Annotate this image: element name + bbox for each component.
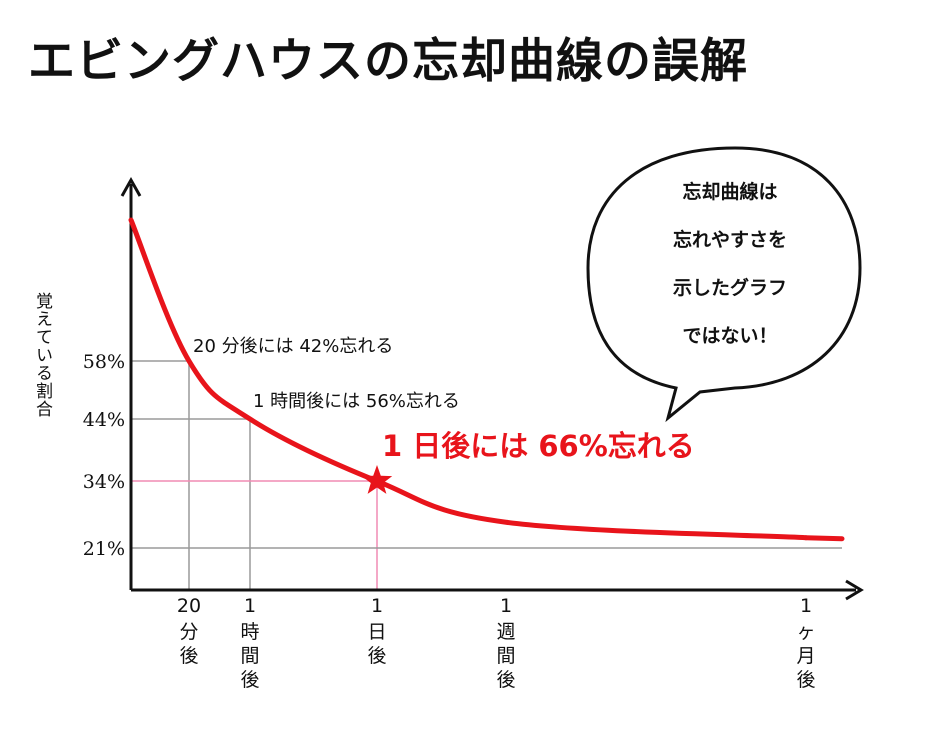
y-tick-labels: 58% 44% 34% 21% xyxy=(83,351,125,560)
x-tick-unit: 時 xyxy=(240,621,259,643)
x-tick-unit: 分 xyxy=(179,621,198,643)
x-tick-label: 1 週間後 xyxy=(496,595,515,691)
x-tick-number: 20 xyxy=(177,595,201,617)
y-tick-label: 21% xyxy=(83,538,125,560)
x-tick-unit: 週 xyxy=(496,621,515,643)
x-tick-unit: 月 xyxy=(796,645,815,667)
annotation-text: 1 日後には 66%忘れる xyxy=(382,429,695,463)
annotations: 20 分後には 42%忘れる 1 時間後には 56%忘れる 1 日後には 66%忘れ… xyxy=(193,336,695,463)
x-tick-label: 1 日後 xyxy=(367,595,386,667)
x-tick-number: 1 xyxy=(371,595,383,617)
x-tick-number: 1 xyxy=(500,595,512,617)
x-tick-unit: 間 xyxy=(240,645,259,667)
x-tick-unit: ヶ xyxy=(796,621,815,643)
x-tick-unit: 後 xyxy=(796,669,815,691)
speech-line: ではない！ xyxy=(682,325,778,347)
x-tick-unit: 後 xyxy=(240,669,259,691)
speech-bubble-text: 忘却曲線は 忘れやすさを 示したグラフ ではない！ xyxy=(630,168,830,360)
x-tick-label: 20 分後 xyxy=(177,595,201,667)
x-tick-number: 1 xyxy=(244,595,256,617)
speech-bubble xyxy=(586,146,862,423)
speech-line: 忘れやすさを xyxy=(672,229,787,251)
guide-lines xyxy=(131,360,842,590)
axes xyxy=(120,176,864,601)
speech-line: 忘却曲線は xyxy=(682,181,778,203)
page-title: エビングハウスの忘却曲線の誤解 xyxy=(28,34,748,89)
x-axis-arrow xyxy=(845,579,864,601)
forgetting-curve-line xyxy=(128,217,809,541)
forgetting-curve-tail xyxy=(803,535,845,542)
x-tick-number: 1 xyxy=(800,595,812,617)
x-tick-unit: 後 xyxy=(367,645,386,667)
y-tick-label: 34% xyxy=(83,471,125,493)
speech-line: 示したグラフ xyxy=(672,277,787,299)
speech-bubble-shape xyxy=(586,146,862,423)
y-tick-label: 58% xyxy=(83,351,125,373)
x-tick-unit: 後 xyxy=(179,645,198,667)
x-tick-unit: 後 xyxy=(496,669,515,691)
x-tick-label: 1 ヶ月後 xyxy=(796,595,815,691)
annotation-text: 20 分後には 42%忘れる xyxy=(193,336,393,357)
y-axis-arrow xyxy=(120,176,142,197)
x-tick-unit: 日 xyxy=(367,621,386,643)
annotation-text: 1 時間後には 56%忘れる xyxy=(253,391,460,412)
star-marker xyxy=(361,465,393,494)
x-tick-unit: 間 xyxy=(496,645,515,667)
series xyxy=(128,217,845,542)
x-tick-label: 1 時間後 xyxy=(240,595,259,691)
y-tick-label: 44% xyxy=(83,409,125,431)
y-axis-label: 覚えている割合 xyxy=(32,292,52,418)
